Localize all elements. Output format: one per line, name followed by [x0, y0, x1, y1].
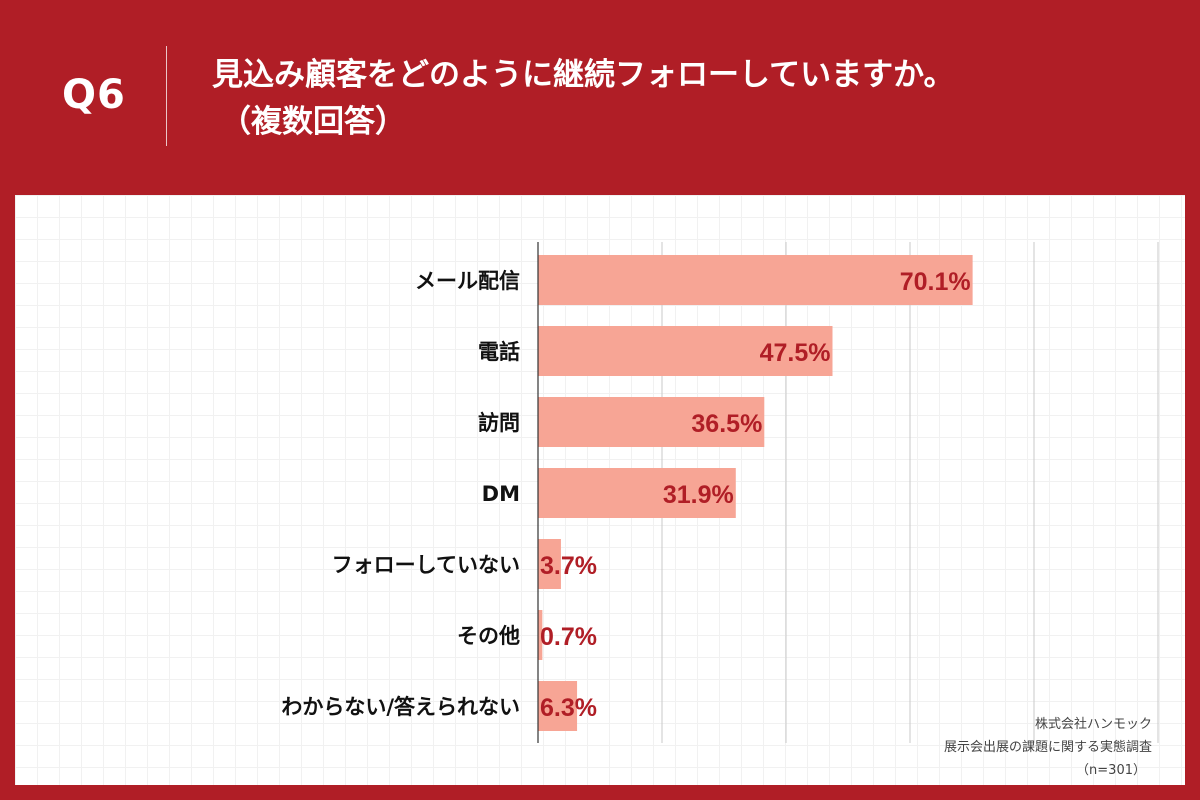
footnote-survey: 展示会出展の課題に関する実態調査 — [943, 740, 1152, 755]
data-label: 36.5% — [691, 410, 762, 438]
data-label: 6.3% — [540, 694, 597, 722]
data-label: 31.9% — [663, 481, 734, 509]
bar — [538, 610, 543, 660]
category-label: 訪問 — [478, 411, 520, 435]
category-label: わからない/答えられない — [281, 695, 520, 719]
question-number: Q6 — [62, 72, 126, 118]
chart-panel: メール配信 70.1% 電話 47.5% 訪問 36.5% DM 31.9% フォローしていない… — [15, 195, 1185, 785]
header: Q6 見込み顧客をどのように継続フォローしていますか。 （複数回答） — [0, 0, 1200, 195]
question-title-line1: 見込み顧客をどのように継続フォローしていますか。 — [212, 57, 955, 93]
question-title: 見込み顧客をどのように継続フォローしていますか。 （複数回答） — [212, 52, 1172, 146]
bar — [538, 255, 973, 305]
question-title-line2: （複数回答） — [220, 104, 406, 140]
footnote-sample: （n=301） — [1076, 763, 1146, 778]
footnote-company: 株式会社ハンモック — [1034, 717, 1152, 732]
data-label: 3.7% — [540, 552, 597, 580]
data-label: 0.7% — [540, 623, 597, 651]
bar — [538, 539, 561, 589]
footnote: 株式会社ハンモック 展示会出展の課題に関する実態調査 （n=301） — [944, 713, 1152, 782]
category-label: その他 — [457, 624, 520, 648]
header-divider — [166, 46, 167, 146]
data-label: 70.1% — [900, 268, 971, 296]
category-label: メール配信 — [415, 269, 520, 293]
data-label: 47.5% — [760, 339, 831, 367]
bar-chart: メール配信 70.1% 電話 47.5% 訪問 36.5% DM 31.9% フォローしていない… — [281, 242, 1159, 743]
bar — [538, 681, 578, 731]
category-label: DM — [482, 482, 520, 506]
bar — [538, 326, 833, 376]
category-label: フォローしていない — [332, 553, 520, 577]
bar — [538, 397, 765, 447]
category-label: 電話 — [478, 340, 520, 364]
bar — [538, 468, 736, 518]
